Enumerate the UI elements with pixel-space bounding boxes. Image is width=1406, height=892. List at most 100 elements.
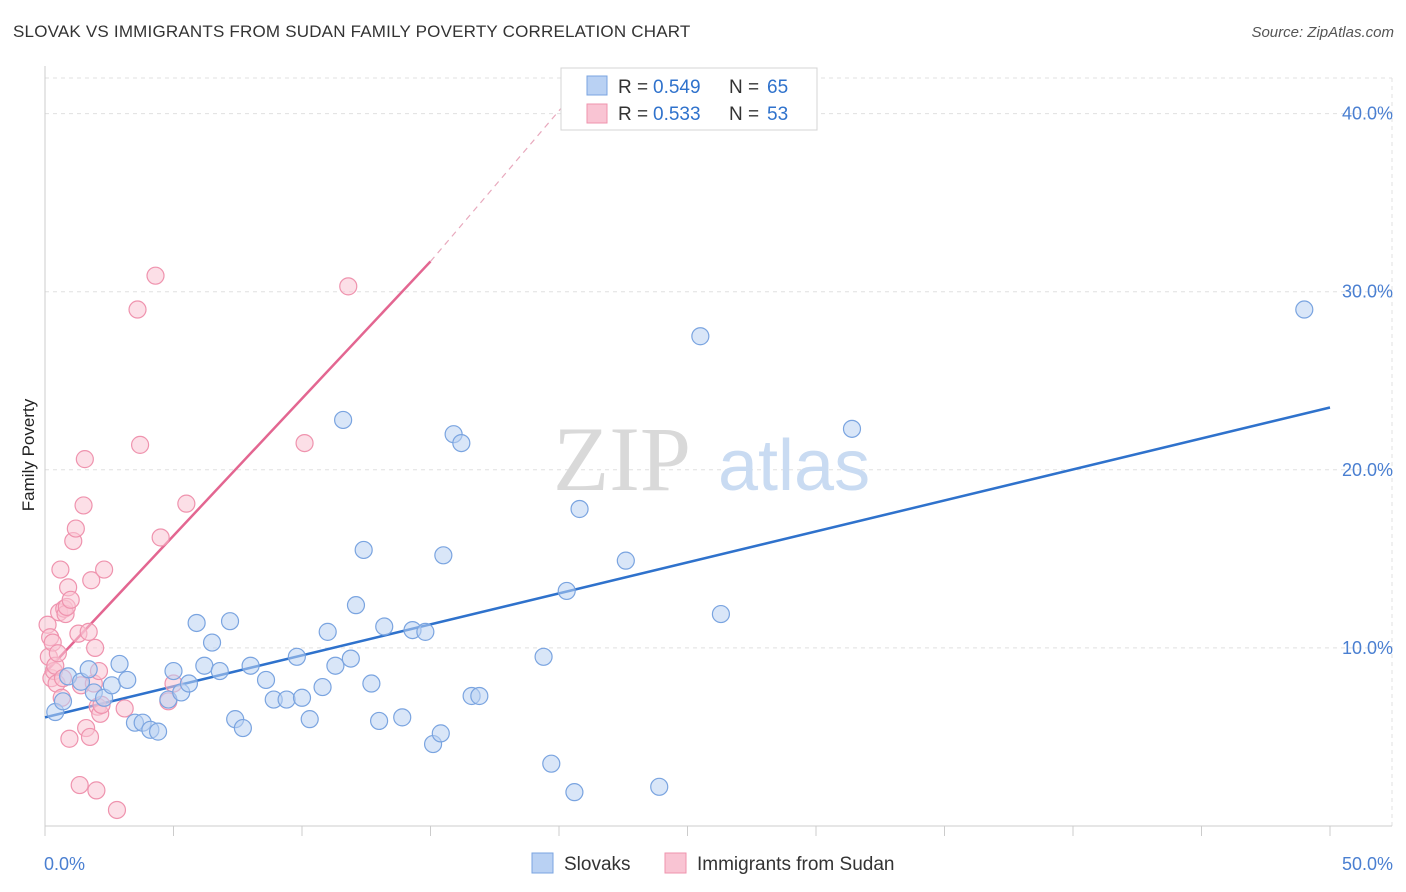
point-sudan <box>295 433 314 453</box>
point-slovaks <box>300 710 319 729</box>
legend-r-label-1: R = <box>618 77 648 98</box>
legend-n-value-1: 65 <box>767 77 788 98</box>
point-slovaks <box>842 419 862 438</box>
point-slovaks <box>393 708 412 727</box>
point-slovaks <box>118 670 137 690</box>
point-slovaks <box>416 622 435 641</box>
point-slovaks <box>431 724 450 743</box>
point-sudan <box>115 699 134 718</box>
y-axis-title: Family Poverty <box>19 398 38 511</box>
point-slovaks <box>434 546 453 565</box>
point-slovaks <box>220 612 240 631</box>
tick-labels: 10.0% 20.0% 30.0% 40.0% 0.0% 50.0% <box>44 104 1393 874</box>
point-slovaks <box>1295 300 1314 319</box>
point-slovaks <box>370 711 389 731</box>
y-tick-label: 20.0% <box>1342 460 1393 480</box>
data-points <box>38 266 1314 820</box>
y-tick-label: 10.0% <box>1342 638 1393 658</box>
point-slovaks <box>565 783 584 802</box>
y-tick-label: 30.0% <box>1342 282 1393 302</box>
point-slovaks <box>110 654 129 674</box>
trend-line-sudan <box>44 260 432 674</box>
point-slovaks <box>277 690 296 709</box>
legend-swatch-sudan <box>586 103 608 124</box>
point-sudan <box>51 560 70 579</box>
series-legend-label-sudan: Immigrants from Sudan <box>697 854 894 875</box>
point-slovaks <box>616 551 635 570</box>
point-slovaks <box>691 327 710 346</box>
point-slovaks <box>346 596 366 615</box>
legend-r-value-1: 0.549 <box>653 77 701 98</box>
point-slovaks <box>210 661 229 681</box>
point-sudan <box>61 590 80 609</box>
point-sudan <box>339 277 358 296</box>
point-slovaks <box>195 656 214 675</box>
point-slovaks <box>318 622 337 641</box>
point-sudan <box>151 528 170 547</box>
point-sudan <box>177 494 196 513</box>
point-slovaks <box>326 656 345 675</box>
point-sudan <box>70 775 89 795</box>
chart-title: SLOVAK VS IMMIGRANTS FROM SUDAN FAMILY P… <box>13 22 691 41</box>
point-slovaks <box>452 433 471 453</box>
series-legend-swatch-slovaks <box>531 852 554 874</box>
point-slovaks <box>557 581 576 601</box>
watermark-atlas: atlas <box>718 426 870 506</box>
point-slovaks <box>334 410 353 430</box>
y-tick-label: 40.0% <box>1342 104 1393 124</box>
point-sudan <box>130 435 150 454</box>
point-sudan <box>60 729 79 748</box>
legend-n-label-2: N = <box>729 104 759 125</box>
point-slovaks <box>102 676 121 695</box>
point-sudan <box>95 560 114 579</box>
point-slovaks <box>570 499 589 519</box>
point-slovaks <box>292 688 312 707</box>
point-slovaks <box>233 718 252 738</box>
point-sudan <box>87 781 106 800</box>
x-tick-label-start: 0.0% <box>44 854 85 874</box>
x-tick-label-end: 50.0% <box>1342 854 1393 874</box>
point-sudan <box>74 496 93 515</box>
point-sudan <box>79 622 98 641</box>
point-sudan <box>80 727 100 747</box>
point-slovaks <box>53 692 73 711</box>
point-sudan <box>86 638 105 658</box>
legend-n-label-1: N = <box>729 77 759 98</box>
point-sudan <box>75 450 94 469</box>
point-slovaks <box>179 674 199 693</box>
point-sudan <box>107 800 127 820</box>
trend-line-sudan-extension <box>430 104 565 262</box>
point-slovaks <box>287 647 306 666</box>
point-sudan <box>128 300 147 319</box>
point-slovaks <box>164 661 183 681</box>
legend-r-label-2: R = <box>618 104 648 125</box>
point-slovaks <box>354 540 373 560</box>
point-slovaks <box>542 754 561 773</box>
series-legend: Slovaks Immigrants from Sudan <box>531 852 894 875</box>
chart-source: Source: ZipAtlas.com <box>1251 24 1394 41</box>
point-slovaks <box>650 777 669 796</box>
point-sudan <box>66 519 85 538</box>
point-slovaks <box>375 617 394 636</box>
point-slovaks <box>148 722 168 741</box>
stats-legend: R = 0.549 N = 65 R = 0.533 N = 53 <box>560 67 818 131</box>
point-sudan <box>48 644 67 663</box>
axes <box>44 66 1392 836</box>
point-slovaks <box>256 670 276 690</box>
point-slovaks <box>241 656 260 675</box>
point-slovaks <box>362 674 381 693</box>
point-slovaks <box>313 677 332 697</box>
point-slovaks <box>79 660 98 679</box>
legend-swatch-slovaks <box>586 75 608 96</box>
point-slovaks <box>711 604 731 624</box>
series-legend-swatch-sudan <box>664 852 687 874</box>
point-slovaks <box>341 649 360 668</box>
point-sudan <box>82 571 101 590</box>
legend-n-value-2: 53 <box>767 104 788 125</box>
legend-r-value-2: 0.533 <box>653 104 701 125</box>
point-slovaks <box>470 686 489 706</box>
point-slovaks <box>534 647 553 666</box>
point-slovaks <box>202 633 222 652</box>
point-slovaks <box>187 613 206 633</box>
